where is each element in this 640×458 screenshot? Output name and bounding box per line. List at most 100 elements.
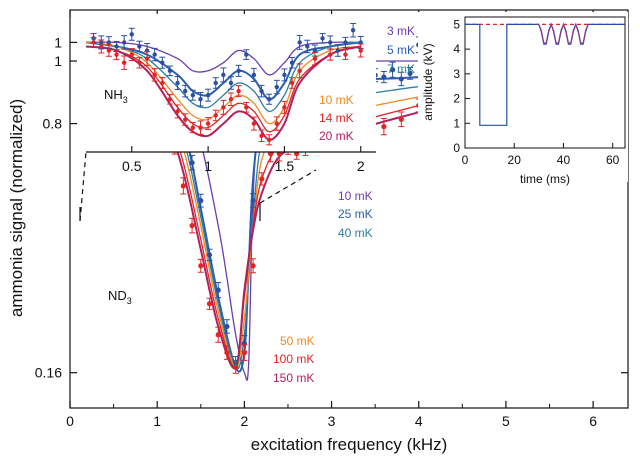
inset-nh3-data-point — [121, 35, 128, 50]
inset-amp-xtick-label: 60 — [606, 153, 620, 167]
inset-nh3-data-point — [205, 117, 212, 131]
main-data-point — [389, 61, 396, 78]
inset-nh3-data-point — [243, 49, 250, 60]
main-data-point — [206, 248, 213, 261]
inset-nh3-points — [90, 23, 364, 146]
legend-3mk: 3 mK — [387, 24, 415, 38]
main-data-point — [223, 319, 230, 334]
inset-nh3-data-point — [342, 36, 349, 48]
inset-nh3-data-point — [166, 93, 173, 105]
inset-nh3-data-point — [228, 92, 234, 106]
inset-nh3-data-point — [342, 49, 349, 60]
legend-7mk: 7 mK — [387, 62, 415, 76]
inset-amplitude-ylabel: amplitude (kV) — [421, 43, 435, 120]
inset-nh3-data-point — [311, 51, 318, 66]
legend-5mk: 5 mK — [387, 43, 415, 57]
main-data-point — [215, 282, 222, 299]
main-data-point — [189, 154, 196, 171]
inset-nh3-data-point — [235, 64, 242, 77]
main-ytick-label: 1 — [54, 53, 62, 69]
inset-nh3-data-point — [304, 39, 311, 54]
inset-nh3-data-point — [197, 92, 204, 107]
main-data-point — [407, 66, 414, 80]
inset-nh3-data-point — [228, 76, 234, 90]
inset-nh3-data-point — [220, 99, 227, 115]
main-data-point — [215, 326, 222, 343]
main-data-point — [197, 193, 204, 208]
inset-nh3-data-point — [205, 88, 212, 102]
inset-nh3-xtick-label: 0.5 — [122, 158, 142, 174]
inset-nh3-data-point — [266, 134, 273, 146]
main-xtick-label: 6 — [589, 413, 597, 429]
main-data-point — [206, 297, 213, 310]
main-data-point — [250, 258, 257, 274]
inset-amplitude-group: 0 20 40 60 0 1 2 3 4 5 — [453, 17, 625, 167]
inset-nh3-data-point — [357, 43, 364, 58]
inset-nh3-data-point — [128, 48, 135, 62]
legend-150mk: 150 mK — [273, 371, 314, 385]
inset-amp-ytick-label: 2 — [453, 92, 460, 106]
legend-20mk: 20 mK — [319, 129, 354, 143]
main-data-point — [189, 217, 196, 234]
inset-nh3-data-point — [250, 116, 257, 131]
main-xtick-label: 5 — [502, 413, 510, 429]
inset-nh3-data-point — [243, 102, 250, 113]
main-xtick-label: 2 — [240, 413, 248, 429]
inset-nh3-group: 0.5 1 1.5 2 0.8 1 — [43, 23, 365, 174]
main-plot-frame — [69, 9, 629, 409]
inset-amplitude-background — [418, 12, 628, 182]
main-xtick-label: 3 — [328, 413, 336, 429]
x-axis-label: excitation frequency (kHz) — [251, 435, 448, 454]
inset-nh3-data-point — [159, 56, 166, 69]
inset-nh3-data-point — [258, 84, 265, 98]
inset-nh3-data-point — [281, 100, 288, 114]
inset-nh3-ytick-label: 1 — [54, 34, 62, 50]
main-data-point — [380, 118, 387, 136]
legend-50mk: 50 mK — [280, 334, 315, 348]
inset-nh3-data-point — [136, 40, 143, 53]
inset-amp-ytick-label: 1 — [453, 116, 460, 130]
main-data-point — [241, 344, 248, 361]
inset-amp-xtick-label: 40 — [557, 153, 571, 167]
inset-nh3-data-point — [327, 48, 334, 61]
legend-10mk: 10 mK — [338, 189, 373, 203]
inset-nh3-data-point — [166, 65, 173, 77]
inset-nh3-data-point — [273, 116, 280, 131]
main-data-point — [180, 177, 187, 195]
legend-14mk: 14 mK — [319, 111, 354, 125]
inset-nh3-data-point — [296, 34, 303, 50]
inset-nh3-curve-3-mk — [85, 41, 361, 76]
nd3-label: ND3 — [108, 288, 132, 306]
inset-nh3-data-point — [296, 63, 303, 79]
inset-nh3-data-point — [350, 23, 357, 38]
inset-nh3-data-point — [121, 55, 128, 70]
inset-nh3-xtick-label: 2 — [357, 158, 365, 174]
inset-amp-ytick-label: 5 — [453, 17, 460, 31]
inset-nh3-data-point — [235, 85, 242, 98]
main-data-point — [380, 70, 387, 84]
main-xtick-label: 0 — [66, 413, 74, 429]
main-data-point — [398, 71, 405, 87]
inset-nh3-curve-20-mk — [85, 45, 361, 141]
inset-nh3-data-point — [212, 77, 219, 89]
inset-nh3-data-point — [98, 39, 105, 54]
main-xtick-label: 1 — [153, 413, 161, 429]
inset-nh3-curve-14-mk — [85, 45, 361, 133]
inset-nh3-data-point — [281, 68, 288, 82]
inset-nh3-data-point — [113, 49, 120, 61]
inset-nh3-data-point — [151, 47, 158, 62]
zoom-connector-left — [79, 151, 87, 222]
inset-nh3-data-point — [182, 113, 189, 126]
inset-nh3-data-point — [266, 93, 273, 105]
inset-nh3-data-point — [105, 44, 112, 57]
main-data-point — [250, 193, 257, 209]
inset-nh3-data-point — [90, 37, 97, 48]
inset-nh3-ytick-label: 0.8 — [43, 116, 63, 132]
inset-nh3-data-point — [159, 76, 166, 90]
main-xtick-label: 4 — [415, 413, 423, 429]
inset-nh3-data-point — [250, 67, 257, 82]
legend-100mk: 100 mK — [273, 352, 314, 366]
inset-nh3-curve-5-mk — [85, 41, 361, 101]
inset-nh3-data-point — [289, 56, 296, 69]
